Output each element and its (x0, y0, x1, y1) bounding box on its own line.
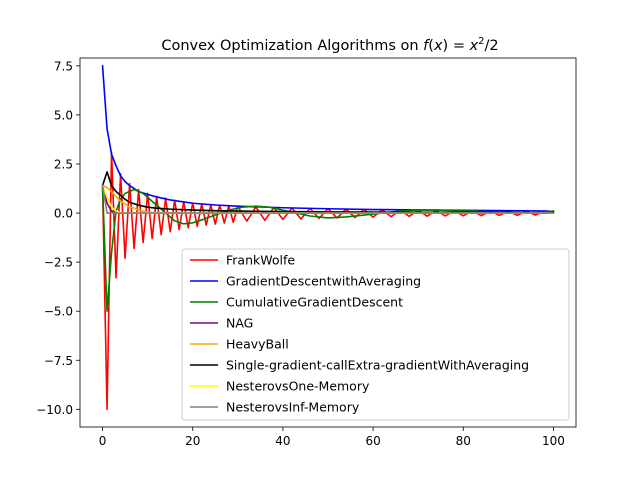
legend-label: NesterovsInf-Memory (226, 400, 360, 415)
title-f: f (423, 38, 430, 54)
title-tail: /2 (485, 38, 499, 54)
legend-box (181, 248, 570, 421)
x-tick-label: 0 (99, 434, 107, 448)
title-open-paren: ( (428, 38, 434, 54)
title-x-squared: x (469, 38, 479, 54)
y-tick-label: −7.5 (44, 354, 73, 368)
legend-label: GradientDescentwithAveraging (226, 274, 421, 289)
series-line-cumulativegradientdescent (101, 184, 555, 313)
x-tick-label: 80 (456, 434, 471, 448)
y-tick-label: −5.0 (44, 305, 73, 319)
series-layer (101, 65, 555, 411)
legend-label: NesterovsOne-Memory (226, 379, 370, 394)
y-tick-label: 2.5 (54, 157, 73, 171)
y-tick-label: −2.5 (44, 256, 73, 270)
y-tick-label: −10.0 (36, 403, 73, 417)
title-x: x (433, 38, 443, 54)
title-exponent: 2 (478, 36, 484, 47)
x-tick-label: 40 (275, 434, 290, 448)
legend-label: CumulativeGradientDescent (226, 295, 403, 310)
title-close-paren: ) = (443, 38, 470, 54)
series-line-gradientdescentwithaveraging (101, 65, 550, 212)
x-axis: 0 20 40 60 80 100 (99, 427, 565, 448)
legend-items: FrankWolfe GradientDescentwithAveraging Cu… (190, 253, 529, 415)
title-prefix: Convex Optimization Algorithms on (161, 38, 423, 54)
y-tick-label: 5.0 (54, 108, 73, 122)
chart-title: Convex Optimization Algorithms on f(x) =… (161, 36, 498, 54)
y-axis: 7.5 5.0 2.5 0.0 −2.5 −5.0 −7.5 −10.0 (36, 59, 80, 417)
axes-frame (79, 57, 577, 428)
legend-label: NAG (226, 316, 253, 331)
legend-label: HeavyBall (226, 337, 289, 352)
x-tick-label: 60 (365, 434, 380, 448)
legend: FrankWolfe GradientDescentwithAveraging Cu… (181, 248, 570, 421)
x-tick-label: 100 (542, 434, 565, 448)
legend-label: FrankWolfe (226, 253, 295, 268)
x-tick-label: 20 (185, 434, 200, 448)
y-tick-label: 7.5 (54, 59, 73, 73)
y-tick-label: 0.0 (54, 207, 73, 221)
series-line-nesterovsinf-memory (101, 184, 555, 214)
legend-label: Single-gradient-callExtra-gradientWithAv… (226, 358, 529, 373)
